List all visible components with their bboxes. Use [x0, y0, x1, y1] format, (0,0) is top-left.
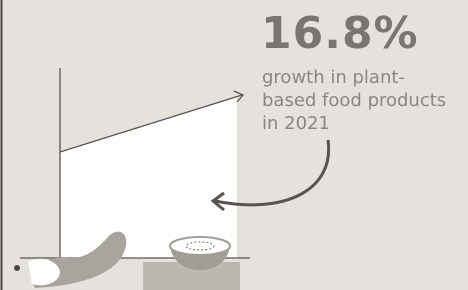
stat-value: 16.8% [261, 8, 419, 60]
description-line: based food products [262, 89, 446, 112]
growth-area [60, 97, 237, 258]
fruit-cut [170, 237, 230, 255]
description-line: in 2021 [262, 112, 446, 135]
description-line: growth in plant- [262, 66, 446, 89]
stat-description: growth in plant- based food products in … [262, 66, 446, 135]
infographic: 16.8% growth in plant- based food produc… [0, 0, 468, 290]
stem [14, 265, 20, 271]
